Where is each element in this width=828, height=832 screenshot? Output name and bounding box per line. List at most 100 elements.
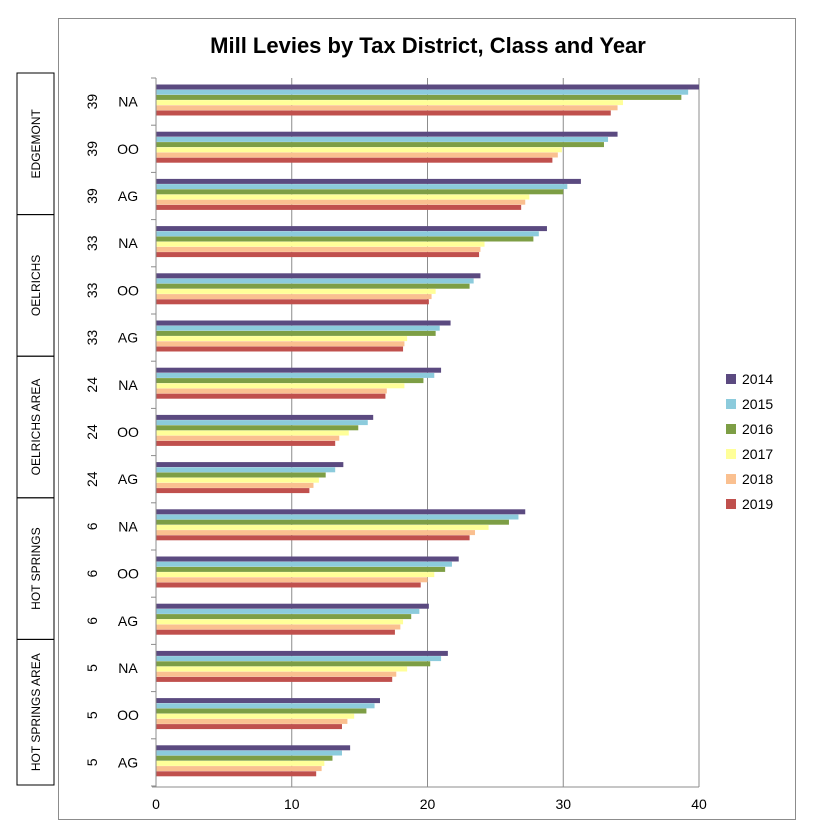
bar-2015-33-OO bbox=[156, 278, 474, 284]
bar-2014-24-AG bbox=[156, 462, 344, 468]
bar-2018-6-NA bbox=[156, 530, 476, 536]
bar-2015-39-NA bbox=[156, 89, 689, 95]
bar-2017-39-OO bbox=[156, 147, 562, 153]
x-tick-label: 20 bbox=[420, 796, 436, 812]
group-label: EDGEMONT bbox=[29, 108, 43, 178]
bar-2016-39-NA bbox=[156, 94, 682, 100]
bar-2018-5-AG bbox=[156, 766, 322, 772]
bar-2019-5-NA bbox=[156, 676, 393, 682]
bar-2015-5-OO bbox=[156, 703, 375, 709]
bar-2014-33-OO bbox=[156, 273, 481, 279]
bar-2016-6-OO bbox=[156, 566, 446, 572]
bar-2014-6-OO bbox=[156, 556, 459, 562]
district-label: 24 bbox=[84, 377, 100, 393]
chart-title: Mill Levies by Tax District, Class and Y… bbox=[210, 33, 646, 58]
bar-2016-39-AG bbox=[156, 189, 564, 195]
x-tick-label: 0 bbox=[152, 796, 160, 812]
legend-swatch-2016 bbox=[726, 424, 736, 434]
bar-2017-24-OO bbox=[156, 430, 349, 436]
bar-2016-24-OO bbox=[156, 425, 359, 431]
x-tick-label: 40 bbox=[691, 796, 707, 812]
bar-2019-24-OO bbox=[156, 440, 336, 446]
bar-2016-6-NA bbox=[156, 519, 509, 525]
class-label: OO bbox=[117, 566, 139, 582]
group-labels: EDGEMONT OELRICHS OELRICHS AREA HOT SPRINGS… bbox=[16, 72, 55, 786]
bar-2019-5-AG bbox=[156, 771, 317, 777]
district-label: 39 bbox=[84, 141, 100, 157]
district-label: 33 bbox=[84, 282, 100, 298]
legend-swatch-2017 bbox=[726, 449, 736, 459]
category-labels: 39 NA 39 OO 39 AG 33 NA 33 OO 33 AG 24 NA 24 OO 24 AG 6 NA 6… bbox=[84, 94, 139, 771]
class-label: AG bbox=[118, 471, 138, 487]
legend-label-2019: 2019 bbox=[742, 496, 773, 512]
bar-2018-39-OO bbox=[156, 152, 558, 158]
legend-swatch-2014 bbox=[726, 374, 736, 384]
bar-2017-6-OO bbox=[156, 572, 435, 578]
bar-2014-24-NA bbox=[156, 367, 442, 373]
bar-2015-39-OO bbox=[156, 136, 609, 142]
bar-2014-33-AG bbox=[156, 320, 451, 326]
bar-2019-24-NA bbox=[156, 393, 386, 399]
district-label: 6 bbox=[84, 569, 100, 577]
district-label: 33 bbox=[84, 330, 100, 346]
class-label: AG bbox=[118, 188, 138, 204]
bar-2016-33-AG bbox=[156, 330, 436, 336]
bar-2014-39-NA bbox=[156, 84, 699, 90]
bar-2016-5-NA bbox=[156, 661, 431, 667]
bar-2019-6-OO bbox=[156, 582, 421, 588]
bar-2017-5-NA bbox=[156, 666, 408, 672]
class-label: AG bbox=[118, 754, 138, 770]
bar-2017-24-AG bbox=[156, 477, 319, 483]
district-label: 5 bbox=[84, 664, 100, 672]
bar-2017-33-NA bbox=[156, 241, 485, 247]
bar-2015-24-AG bbox=[156, 467, 336, 473]
bar-2016-5-OO bbox=[156, 708, 367, 714]
district-label: 5 bbox=[84, 758, 100, 766]
bar-2018-24-OO bbox=[156, 435, 340, 441]
class-label: NA bbox=[118, 94, 138, 110]
class-label: NA bbox=[118, 377, 138, 393]
district-label: 24 bbox=[84, 424, 100, 440]
bar-2016-39-OO bbox=[156, 142, 604, 148]
group-label: OELRICHS AREA bbox=[29, 379, 43, 476]
group-label: HOT SPRINGS bbox=[29, 527, 43, 609]
bar-2015-6-OO bbox=[156, 561, 452, 567]
bar-2014-6-NA bbox=[156, 509, 526, 515]
district-label: 39 bbox=[84, 188, 100, 204]
bar-2017-6-AG bbox=[156, 619, 404, 625]
bar-2015-5-NA bbox=[156, 656, 442, 662]
bar-2019-39-OO bbox=[156, 157, 553, 163]
class-label: AG bbox=[118, 613, 138, 629]
bar-2018-5-NA bbox=[156, 671, 397, 677]
class-label: OO bbox=[117, 141, 139, 157]
bar-2019-33-NA bbox=[156, 252, 480, 258]
axes: 0 10 20 30 40 bbox=[151, 77, 707, 812]
class-label: AG bbox=[118, 330, 138, 346]
bar-2018-24-NA bbox=[156, 388, 387, 394]
bar-2015-6-AG bbox=[156, 608, 420, 614]
bar-2014-33-NA bbox=[156, 226, 547, 232]
class-label: OO bbox=[117, 282, 139, 298]
legend-swatch-2015 bbox=[726, 399, 736, 409]
x-tick-label: 10 bbox=[284, 796, 300, 812]
bar-2018-39-NA bbox=[156, 105, 618, 111]
bar-2016-33-NA bbox=[156, 236, 534, 242]
legend-label-2016: 2016 bbox=[742, 421, 773, 437]
legend-label-2015: 2015 bbox=[742, 396, 773, 412]
bars bbox=[156, 84, 699, 777]
bar-2015-5-AG bbox=[156, 750, 342, 756]
bar-2014-5-AG bbox=[156, 745, 351, 751]
bar-2019-39-AG bbox=[156, 204, 522, 210]
bar-2019-33-AG bbox=[156, 346, 404, 352]
bar-2017-39-AG bbox=[156, 194, 530, 200]
bar-2014-24-OO bbox=[156, 414, 374, 420]
bar-2019-5-OO bbox=[156, 724, 342, 730]
class-label: OO bbox=[117, 424, 139, 440]
bar-2018-33-AG bbox=[156, 341, 405, 347]
bar-2015-24-NA bbox=[156, 372, 435, 378]
bar-2017-5-OO bbox=[156, 713, 355, 719]
bar-2015-24-OO bbox=[156, 420, 368, 426]
bar-2018-33-NA bbox=[156, 246, 481, 252]
group-box bbox=[16, 638, 55, 786]
